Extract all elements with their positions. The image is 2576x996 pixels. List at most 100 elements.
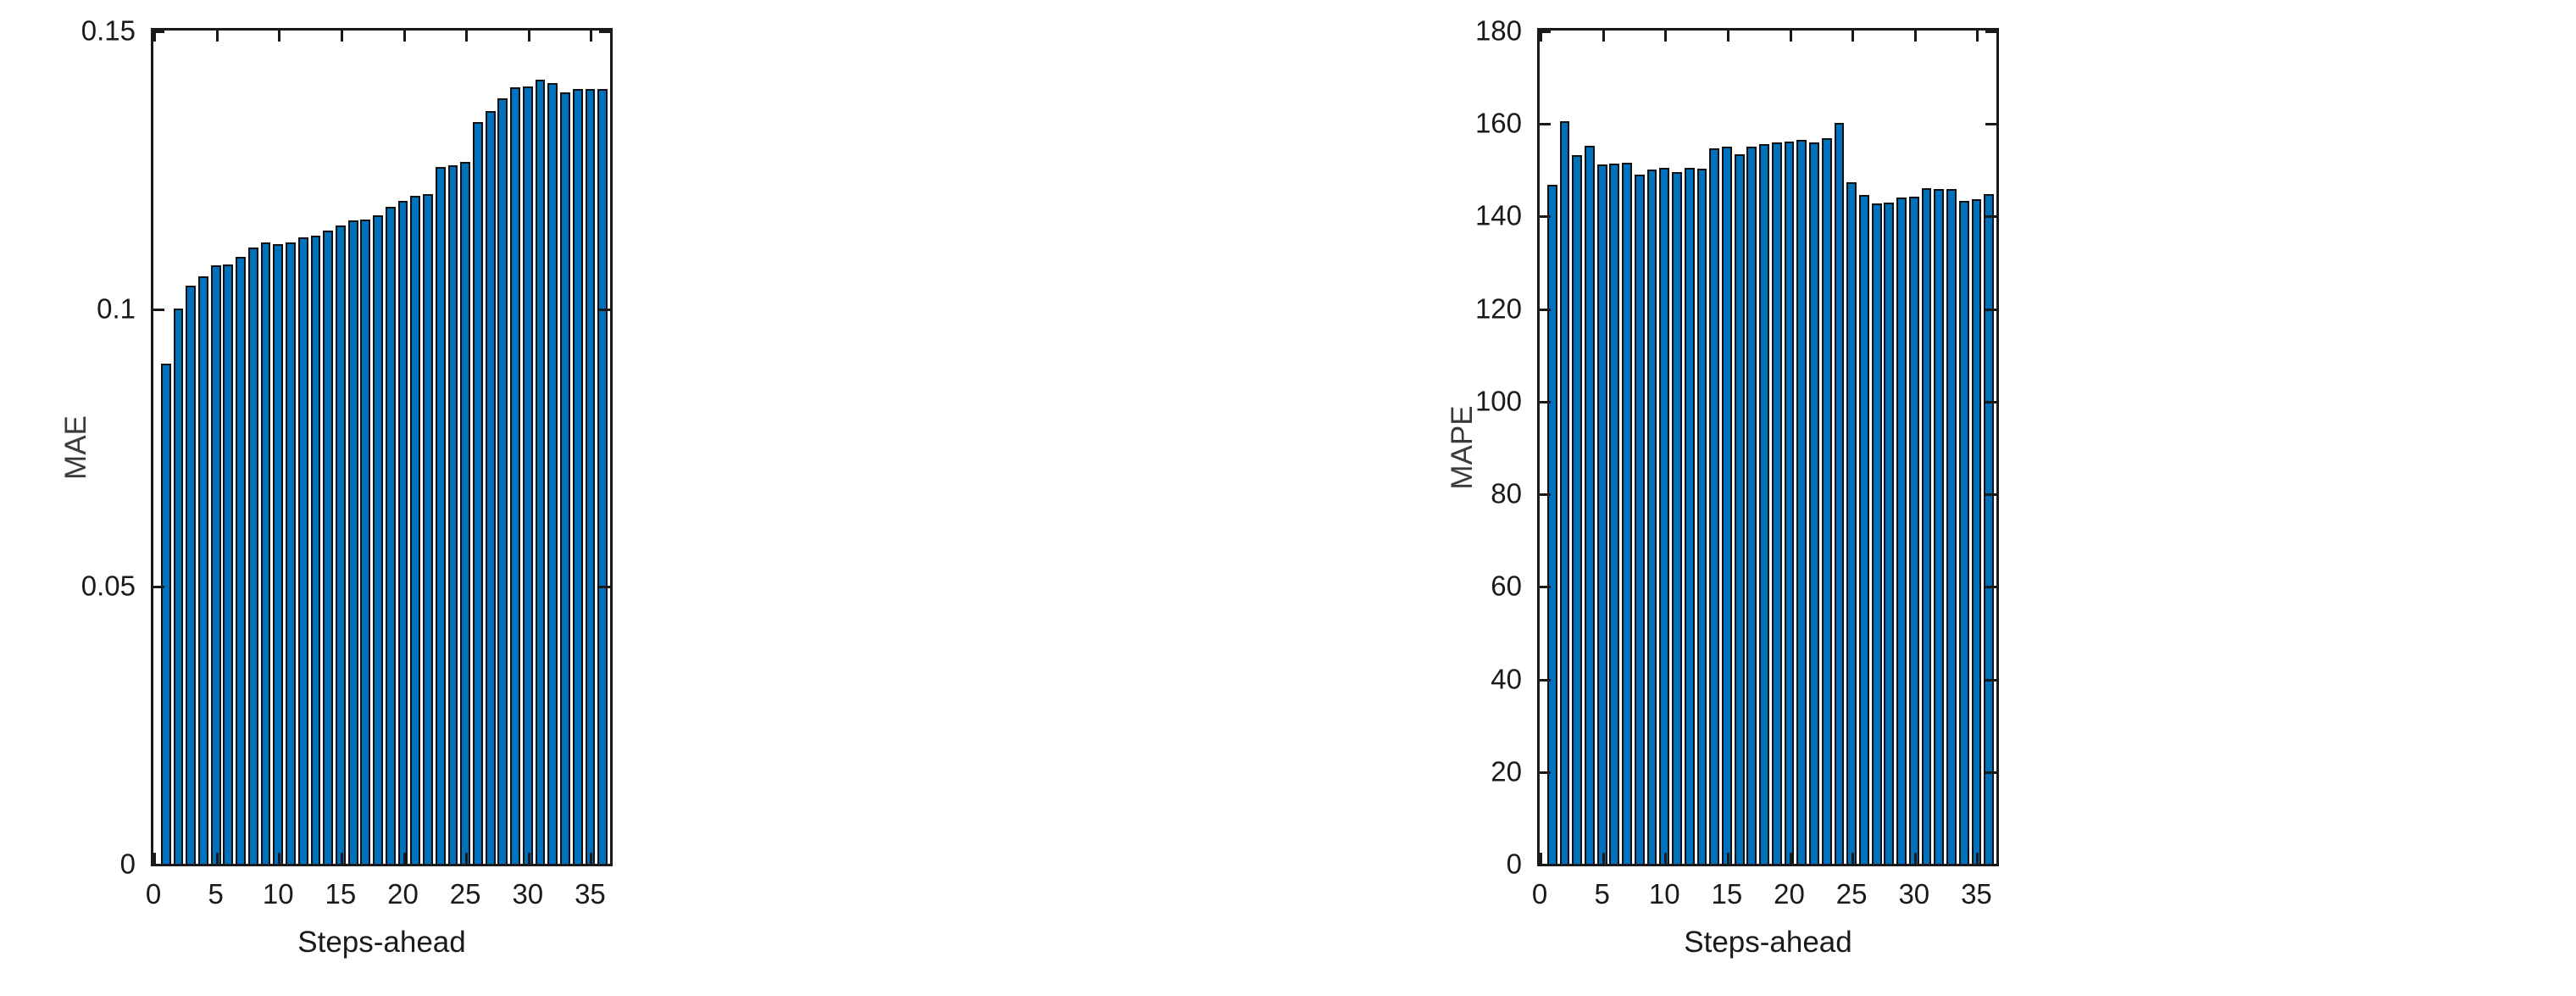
bar xyxy=(1585,145,1595,864)
x-tick xyxy=(1602,853,1605,864)
x-axis-title-mape: Steps-ahead xyxy=(1684,926,1852,959)
bar xyxy=(1921,187,1932,864)
bar xyxy=(1946,188,1957,864)
bar xyxy=(160,364,171,864)
x-axis-title-mae: Steps-ahead xyxy=(297,926,466,959)
bar xyxy=(336,225,346,864)
plot-area-mae xyxy=(151,28,613,866)
bar xyxy=(1771,142,1782,864)
x-tick-mirror xyxy=(1789,31,1792,42)
bar xyxy=(1572,155,1583,864)
y-tick xyxy=(153,586,164,589)
y-tick-mirror xyxy=(1985,864,1996,866)
x-tick-label: 5 xyxy=(1594,878,1610,910)
bar xyxy=(1859,194,1869,864)
y-tick-label: 180 xyxy=(1474,14,1522,47)
bar xyxy=(485,111,496,864)
x-tick-label: 30 xyxy=(1898,878,1930,910)
bar xyxy=(585,88,596,864)
bar xyxy=(1734,153,1745,864)
bar xyxy=(1984,193,1995,864)
bar xyxy=(1834,123,1845,864)
bar xyxy=(236,257,246,864)
y-tick-mirror xyxy=(1985,493,1996,497)
y-tick-mirror xyxy=(599,31,610,33)
x-tick-label: 10 xyxy=(1648,878,1680,910)
x-tick-mirror xyxy=(1976,31,1979,42)
bar xyxy=(173,309,184,864)
y-tick-label: 140 xyxy=(1474,199,1522,231)
bar xyxy=(460,161,471,864)
x-tick-mirror xyxy=(527,31,530,42)
y-tick-label: 0.1 xyxy=(97,292,136,325)
bar xyxy=(510,86,520,864)
bar xyxy=(247,247,258,864)
x-tick-label: 35 xyxy=(575,878,606,910)
x-tick xyxy=(1976,853,1979,864)
y-tick-mirror xyxy=(599,308,610,311)
y-tick xyxy=(153,308,164,311)
bar xyxy=(535,80,546,864)
y-tick xyxy=(1540,864,1551,866)
y-tick-label: 160 xyxy=(1474,107,1522,139)
x-tick xyxy=(590,853,593,864)
y-tick-mirror xyxy=(599,586,610,589)
bar xyxy=(572,88,583,864)
bar xyxy=(1596,164,1607,864)
y-tick xyxy=(153,864,164,866)
bar xyxy=(323,230,334,864)
x-tick xyxy=(340,853,343,864)
x-tick-mirror xyxy=(1913,31,1917,42)
y-tick-mirror xyxy=(1985,215,1996,219)
x-tick xyxy=(1726,853,1729,864)
bar-series-mape xyxy=(1540,31,1996,864)
bar xyxy=(273,243,284,864)
bar xyxy=(547,83,558,864)
x-tick xyxy=(1913,853,1917,864)
x-tick-label: 25 xyxy=(1835,878,1868,910)
y-tick-label: 60 xyxy=(1491,570,1522,602)
y-tick-label: 100 xyxy=(1474,385,1522,417)
bar xyxy=(1696,169,1707,864)
x-tick-label: 35 xyxy=(1961,878,1992,910)
y-tick-mirror xyxy=(1985,678,1996,682)
bar xyxy=(1559,120,1570,864)
y-tick xyxy=(1540,771,1551,774)
x-tick xyxy=(278,853,281,864)
bar xyxy=(297,237,308,864)
bar xyxy=(1934,189,1945,864)
y-tick-mirror xyxy=(1985,400,1996,403)
y-tick xyxy=(1540,678,1551,682)
y-tick-label: 0 xyxy=(119,848,136,880)
bar xyxy=(1672,171,1682,864)
y-tick-label: 0 xyxy=(1506,848,1522,880)
bar xyxy=(360,219,371,864)
x-tick-label: 15 xyxy=(325,878,357,910)
bar xyxy=(410,196,421,864)
bar xyxy=(1958,200,1969,864)
bar xyxy=(1971,199,1982,864)
bar xyxy=(210,265,221,864)
bar xyxy=(423,193,433,864)
bar xyxy=(1784,142,1795,864)
x-tick-label: 5 xyxy=(208,878,224,910)
bar xyxy=(560,92,570,864)
x-tick-mirror xyxy=(278,31,281,42)
y-tick xyxy=(1540,586,1551,589)
x-tick-label: 20 xyxy=(387,878,419,910)
x-tick-mirror xyxy=(1726,31,1729,42)
y-axis-title-mape: MAPE xyxy=(1446,404,1479,490)
bar xyxy=(1746,146,1757,864)
y-tick-label: 40 xyxy=(1491,663,1522,695)
bar xyxy=(1634,175,1645,864)
x-tick-mirror xyxy=(1664,31,1668,42)
bar xyxy=(1709,148,1720,864)
bar xyxy=(1846,181,1857,864)
chart-panel-mae: 0 0.05 0.1 0.15 0 5 10 15 20 25 30 35 Steps-ahead M… xyxy=(59,17,613,959)
x-tick xyxy=(1540,853,1542,864)
bar xyxy=(397,200,408,864)
x-tick xyxy=(1852,853,1855,864)
bar xyxy=(385,207,396,864)
x-tick xyxy=(465,853,469,864)
